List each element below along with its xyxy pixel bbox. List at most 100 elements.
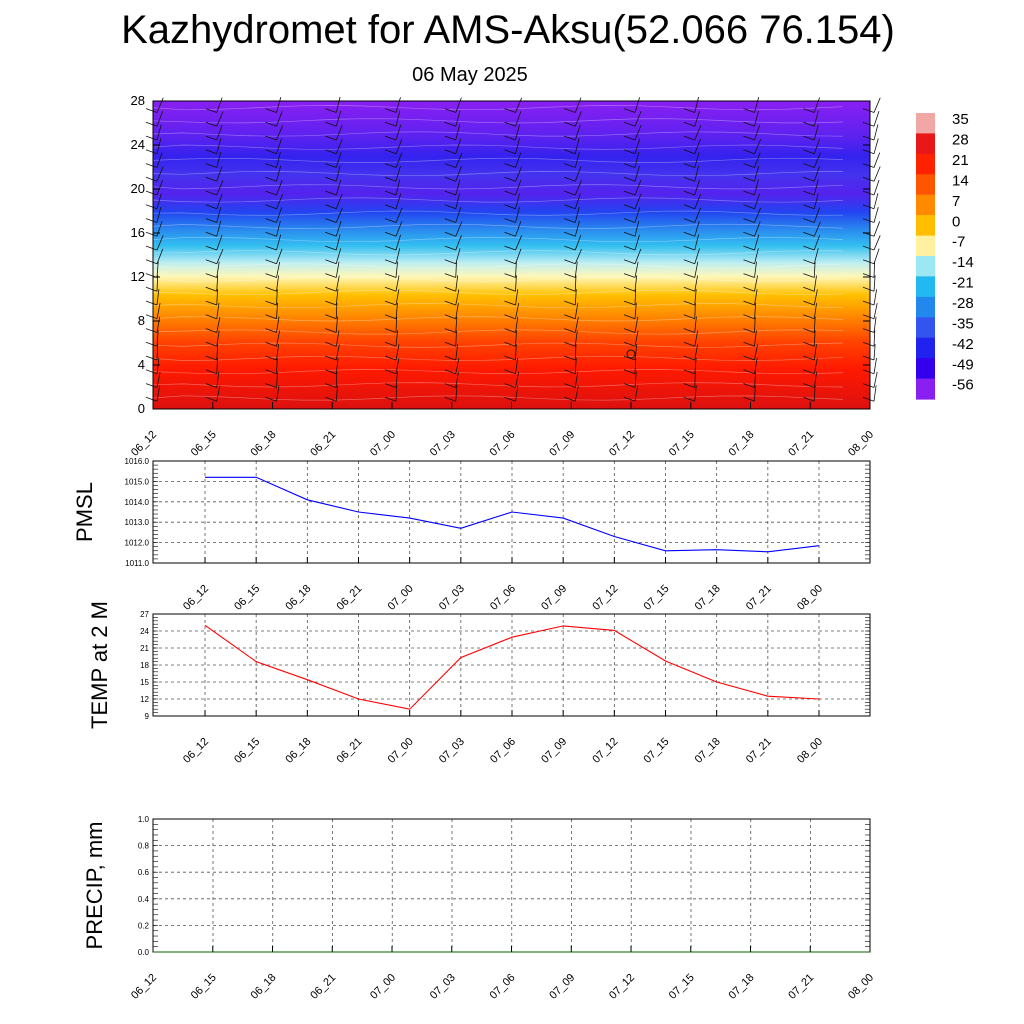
wind-barb-flag <box>325 135 337 141</box>
wind-barb <box>873 357 877 374</box>
wind-barb-flag <box>623 328 636 333</box>
wind-barb-flag <box>623 341 636 347</box>
wind-barb-flag <box>325 259 337 265</box>
wind-barb <box>216 289 218 306</box>
wind-barb <box>813 124 819 141</box>
contour-line <box>152 210 844 216</box>
wind-barb <box>634 330 639 347</box>
wind-barb-flag <box>623 108 636 113</box>
wind-barb-flag <box>862 204 875 210</box>
temp-panel: 9 12 15 18 21 24 27 06_12 06_15 06_18 06_21 07_00 07… <box>87 601 871 766</box>
wind-barb <box>216 193 223 209</box>
wind-barb <box>634 344 638 361</box>
wind-barb <box>873 179 880 196</box>
wind-barb-flag <box>564 259 576 265</box>
wind-barb-flag <box>862 396 875 402</box>
wind-barb-flag <box>325 341 337 347</box>
wind-barb <box>873 97 881 113</box>
y-tick-label: 18 <box>140 661 149 670</box>
wind-barb <box>276 193 284 209</box>
wind-barb <box>754 385 756 402</box>
wind-barb <box>634 220 640 237</box>
wind-barb <box>754 179 759 196</box>
wind-barb <box>694 179 700 196</box>
wind-barb <box>694 234 699 251</box>
wind-barb <box>395 234 401 251</box>
y-tick-label: 20 <box>131 181 145 196</box>
wind-barb <box>156 206 162 223</box>
wind-barb-flag <box>504 355 516 361</box>
contour-line <box>152 144 844 150</box>
wind-barb <box>216 180 224 196</box>
wind-barb <box>395 138 403 154</box>
wind-barb-flag <box>803 341 815 347</box>
y-tick-label: 12 <box>131 269 145 284</box>
wind-barb-flag <box>683 149 695 155</box>
wind-barb-flag <box>325 300 337 306</box>
x-tick-label: 06_12 <box>181 736 211 766</box>
wind-barb-flag <box>205 341 217 347</box>
wind-barb <box>395 330 398 347</box>
contour-line <box>152 223 844 229</box>
wind-barb-flag <box>444 300 456 306</box>
wind-barb <box>574 97 582 113</box>
wind-barb-flag <box>504 314 516 320</box>
wind-barb-flag <box>564 135 576 141</box>
wind-barb-flag <box>384 121 397 127</box>
wind-barb <box>873 221 881 237</box>
wind-barb <box>395 248 401 264</box>
wind-barb-flag <box>205 121 217 127</box>
wind-barb <box>574 248 582 264</box>
wind-barb <box>634 234 640 251</box>
wind-barb <box>335 371 338 388</box>
wind-barb <box>216 261 220 278</box>
wind-barb <box>574 151 580 168</box>
wind-barb-flag <box>504 218 516 223</box>
wind-barb-flag <box>444 355 456 361</box>
wind-barb-flag <box>623 314 636 320</box>
wind-barb-flag <box>623 218 636 223</box>
x-tick-label: 06_15 <box>189 972 219 1002</box>
x-tick-label: 06_12 <box>181 583 211 613</box>
wind-barb-flag <box>564 108 576 113</box>
wind-barb-flag <box>623 273 636 278</box>
wind-barb-flag <box>862 341 875 347</box>
wind-barb <box>813 330 816 347</box>
wind-barb-flag <box>504 273 516 278</box>
wind-barb-flag <box>205 149 217 155</box>
wind-barb <box>335 207 343 223</box>
wind-barb <box>515 385 519 402</box>
wind-barb-flag <box>325 328 337 333</box>
x-tick-label: 07_15 <box>642 583 672 613</box>
wind-barb <box>574 371 579 388</box>
wind-barb-flag <box>564 204 576 210</box>
wind-barb-flag <box>205 190 217 196</box>
wind-barb-flag <box>564 231 576 237</box>
colorbar-swatch <box>916 358 935 380</box>
wind-barb-flag <box>803 108 815 113</box>
wind-barb <box>216 248 224 264</box>
chart-subtitle: 06 May 2025 <box>412 64 528 86</box>
wind-barb <box>455 275 459 292</box>
wind-barb-flag <box>803 245 815 251</box>
wind-barb <box>574 166 582 182</box>
wind-barb <box>395 110 401 127</box>
wind-barb-flag <box>862 369 875 375</box>
wind-barb <box>873 152 881 168</box>
wind-barb <box>813 371 818 388</box>
y-tick-label: 21 <box>140 644 149 653</box>
wind-barb-flag <box>384 328 397 333</box>
wind-barb <box>156 235 164 251</box>
wind-barb <box>873 344 876 361</box>
wind-barb <box>276 179 283 196</box>
wind-barb <box>216 357 218 374</box>
wind-barb-flag <box>862 245 875 251</box>
wind-barb-flag <box>803 149 815 155</box>
wind-barb <box>873 248 880 264</box>
y-tick-label: 15 <box>140 678 149 687</box>
wind-barb <box>455 289 460 306</box>
wind-barb <box>276 344 279 361</box>
data-series-line <box>204 624 820 710</box>
wind-barb-flag <box>205 135 217 141</box>
wind-barb-flag <box>265 341 277 347</box>
